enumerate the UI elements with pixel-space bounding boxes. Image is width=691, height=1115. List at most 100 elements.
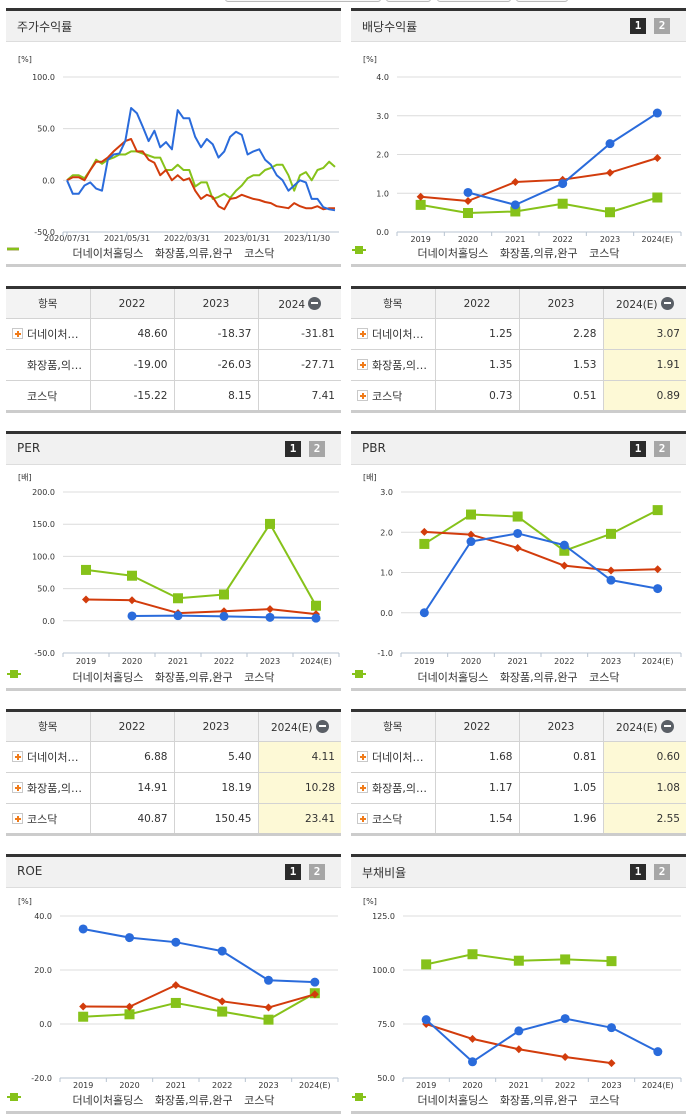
collapse-column-icon[interactable]: [660, 296, 674, 310]
cell-value: -15.22: [89, 380, 174, 412]
cell-value: 0.60: [602, 741, 686, 773]
page-1-button[interactable]: 1: [630, 864, 646, 880]
expand-plus-icon[interactable]: [12, 782, 23, 793]
panel-header: 주가수익률: [6, 11, 341, 42]
table-row: 더네이처… 1.68 0.81 0.60: [351, 741, 686, 773]
cell-value: -31.81: [257, 318, 341, 350]
table-row: 화장품,의… -19.00 -26.03 -27.71: [6, 349, 341, 381]
expand-plus-icon[interactable]: [12, 751, 23, 762]
svg-text:2023: 2023: [260, 657, 280, 666]
page-1-button[interactable]: 1: [630, 441, 646, 457]
column-header: 2023: [173, 710, 258, 742]
svg-text:2019: 2019: [76, 657, 96, 666]
panel-title: PER: [17, 441, 41, 455]
svg-text:100.0: 100.0: [372, 966, 395, 975]
collapse-column-icon[interactable]: [660, 719, 674, 733]
legend-item-industry: 화장품,의류,완구: [352, 670, 578, 684]
collapse-column-icon[interactable]: [308, 296, 322, 310]
page-2-button[interactable]: 2: [654, 441, 670, 457]
page-1-button[interactable]: 1: [285, 864, 301, 880]
chart-svg: [배]200.0 150.0 100.0 50.0 0.0 -50.0 2019 2020 20…: [18, 473, 340, 666]
expand-plus-icon[interactable]: [357, 359, 368, 370]
collapse-column-icon[interactable]: [315, 719, 329, 733]
debt-ratio-chart: [%] 125.0 100.0 75.0 50.0 2019 2020 2021 2022 202…: [351, 888, 686, 1114]
table-header-row: 항목 2022 2023 2024: [6, 287, 341, 319]
legend-item-company: 더네이처홀딩스: [7, 670, 143, 684]
cell-value: 1.54: [434, 803, 519, 835]
cell-value: 14.91: [89, 772, 174, 804]
svg-text:2020: 2020: [462, 1081, 482, 1090]
cell-value: -27.71: [257, 349, 341, 381]
expand-plus-icon[interactable]: [357, 328, 368, 339]
cell-value: 1.35: [434, 349, 519, 381]
cell-value: 2.55: [602, 803, 686, 835]
panel-title: PBR: [362, 441, 386, 455]
svg-text:2020: 2020: [119, 1081, 139, 1090]
row-label: 화장품,의…: [6, 349, 90, 381]
svg-text:2021: 2021: [509, 1081, 529, 1090]
svg-text:-50.0: -50.0: [34, 649, 55, 658]
cell-value: 2.28: [518, 318, 603, 350]
svg-text:2020: 2020: [458, 235, 478, 244]
expand-plus-icon[interactable]: [357, 812, 368, 824]
page-2-button[interactable]: 2: [309, 864, 325, 880]
svg-text:2020: 2020: [122, 657, 142, 666]
svg-text:150.0: 150.0: [32, 520, 55, 529]
cell-value: 10.28: [257, 772, 341, 804]
legend-item-company: 더네이처홀딩스: [352, 670, 488, 684]
square-marker-icon: [352, 670, 366, 678]
page-2-button[interactable]: 2: [654, 18, 670, 34]
page-1-button[interactable]: 1: [285, 441, 301, 457]
svg-text:[%]: [%]: [18, 897, 32, 906]
page-2-button[interactable]: 2: [309, 441, 325, 457]
expand-plus-icon[interactable]: [357, 389, 368, 401]
legend-item-kosdaq: 코스닥: [7, 670, 275, 684]
svg-text:2021: 2021: [166, 1081, 186, 1090]
expand-plus-icon[interactable]: [12, 328, 23, 339]
expand-plus-icon[interactable]: [357, 782, 368, 793]
chart-svg: [%] 4.0 3.0 2.0 1.0 0.0 2019 2020 2021 2022 2023 20…: [363, 55, 682, 244]
svg-text:4.0: 4.0: [376, 73, 389, 82]
chart-pager: 1 2: [630, 864, 670, 880]
roe-chart: [%] 40.0 20.0 0.0 -20.0 2019 2020 2021 2022 2023 2…: [6, 888, 341, 1114]
row-label: 더네이처…: [351, 741, 435, 773]
expand-plus-icon[interactable]: [357, 751, 368, 762]
column-header: 2022: [89, 710, 174, 742]
chart-legend: 더네이처홀딩스 화장품,의류,완구 코스닥: [351, 1092, 686, 1108]
svg-text:2019: 2019: [416, 1081, 436, 1090]
svg-text:2022: 2022: [555, 1081, 575, 1090]
svg-text:2024(E): 2024(E): [299, 1081, 331, 1090]
top-button-4[interactable]: [516, 0, 568, 2]
svg-text:2024(E): 2024(E): [642, 1081, 674, 1090]
svg-text:2023: 2023: [600, 235, 620, 244]
top-button-2[interactable]: [386, 0, 431, 2]
svg-text:2021: 2021: [507, 657, 527, 666]
panel-roe: ROE 1 2 [%] 40.0 20.0 0.0 -20.0 2019 2020 2021 2…: [6, 854, 341, 1114]
square-marker-icon: [352, 246, 366, 254]
svg-text:2020: 2020: [461, 657, 481, 666]
page-2-button[interactable]: 2: [654, 864, 670, 880]
svg-text:125.0: 125.0: [372, 912, 395, 921]
top-button-3[interactable]: [437, 0, 511, 2]
svg-text:200.0: 200.0: [32, 488, 55, 497]
svg-text:2.0: 2.0: [380, 528, 393, 537]
svg-text:0.0: 0.0: [42, 617, 55, 626]
cell-value: 1.68: [434, 741, 519, 773]
row-label: 코스닥: [351, 381, 435, 412]
legend-item-industry: 화장품,의류,완구: [7, 1093, 233, 1107]
row-label: 더네이처…: [6, 318, 90, 350]
top-button-1[interactable]: [225, 0, 381, 2]
page-1-button[interactable]: 1: [630, 18, 646, 34]
panel-per: PER 1 2 [배] 200.0 150.0 100.0 50.0 0.0 -50.0 20…: [6, 431, 341, 691]
svg-text:0.0: 0.0: [39, 1020, 52, 1029]
panel-title: 부채비율: [362, 866, 407, 880]
panel-header: PBR 1 2: [351, 434, 686, 465]
cell-value: 0.73: [434, 380, 519, 412]
pbr-chart: [배] 3.0 2.0 1.0 0.0 -1.0 2019 2020 2021 2022 2023 2…: [351, 465, 686, 691]
square-marker-icon: [7, 670, 21, 678]
svg-text:[배]: [배]: [18, 473, 32, 482]
cell-value: 1.08: [602, 772, 686, 804]
chart-pager: 1 2: [285, 441, 325, 457]
svg-text:2024(E): 2024(E): [642, 235, 674, 244]
expand-plus-icon[interactable]: [12, 812, 23, 824]
